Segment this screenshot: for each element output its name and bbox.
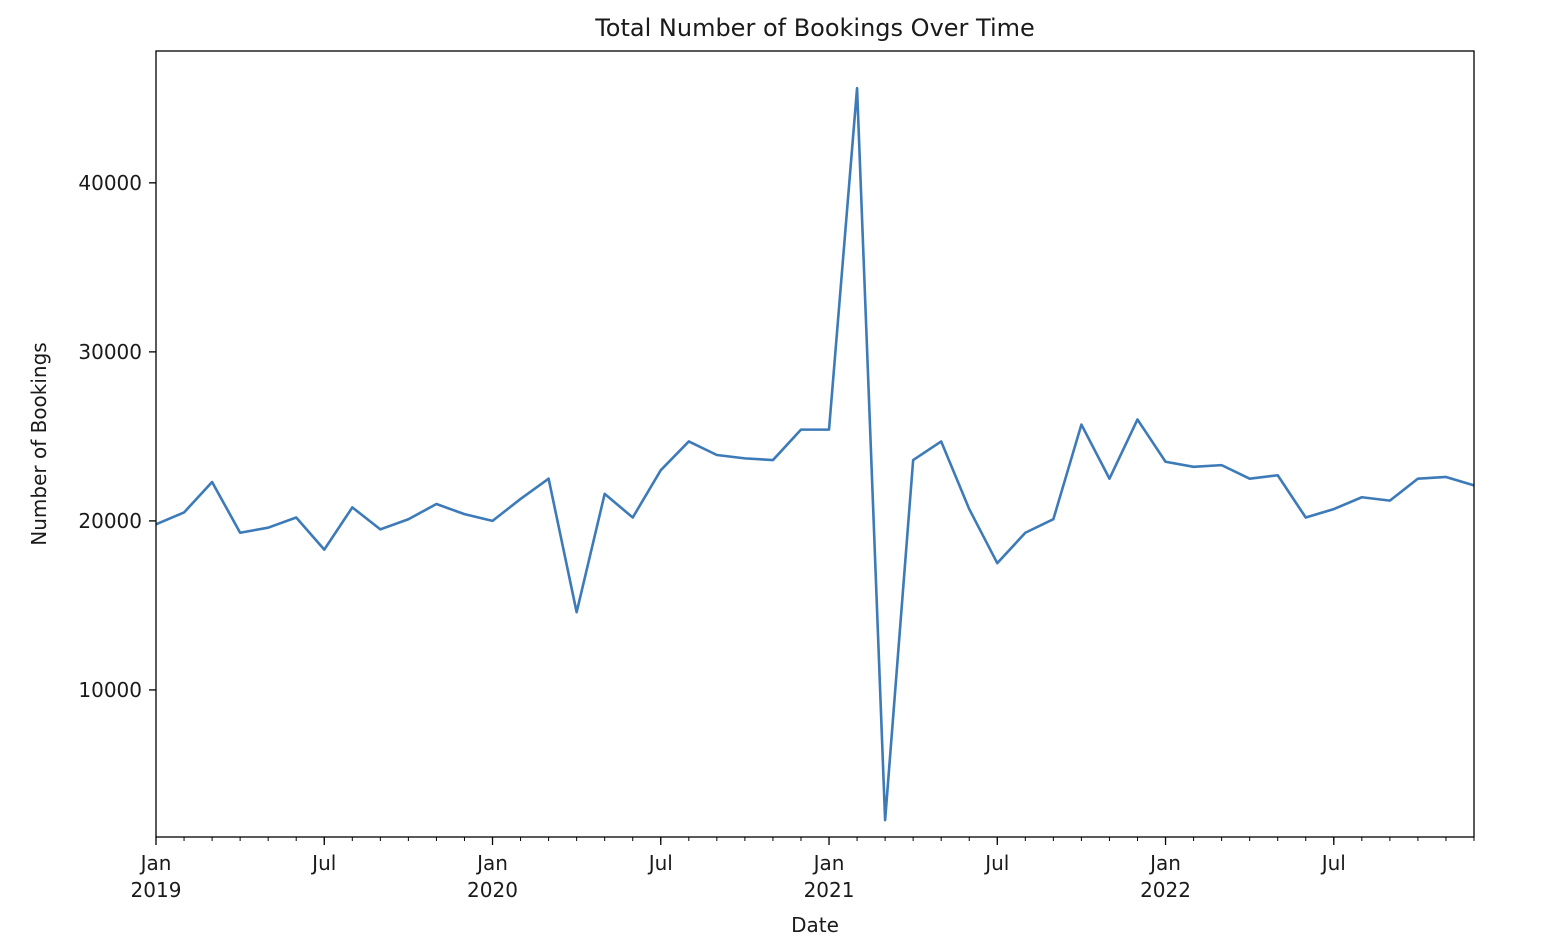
x-tick-year-label: 2020 [467,878,518,902]
y-tick-label: 20000 [78,509,142,533]
x-axis-label: Date [791,913,839,937]
plot-frame [155,50,1475,838]
chart-title: Total Number of Bookings Over Time [594,14,1035,42]
y-tick-label: 40000 [78,171,142,195]
y-axis-label: Number of Bookings [27,342,51,545]
x-tick-label: Jul [310,851,336,875]
x-axis-ticks: Jan 2019 Jul Jan 2020 Jul Jan 2021 Jul Jan 2022 Jul [131,837,1475,902]
x-tick-label: Jul [983,851,1009,875]
y-axis-ticks: 10000 20000 30000 40000 [78,171,156,702]
x-tick-label: Jan [475,851,508,875]
x-tick-label: Jan [812,851,845,875]
y-tick-label: 30000 [78,340,142,364]
y-tick-label: 10000 [78,678,142,702]
series-line [155,86,1475,822]
x-tick-year-label: 2019 [131,878,182,902]
x-tick-label: Jan [1148,851,1181,875]
x-tick-year-label: 2022 [1140,878,1191,902]
x-tick-year-label: 2021 [804,878,855,902]
x-tick-label: Jul [1320,851,1346,875]
x-tick-label: Jul [647,851,673,875]
x-tick-label: Jan [139,851,172,875]
